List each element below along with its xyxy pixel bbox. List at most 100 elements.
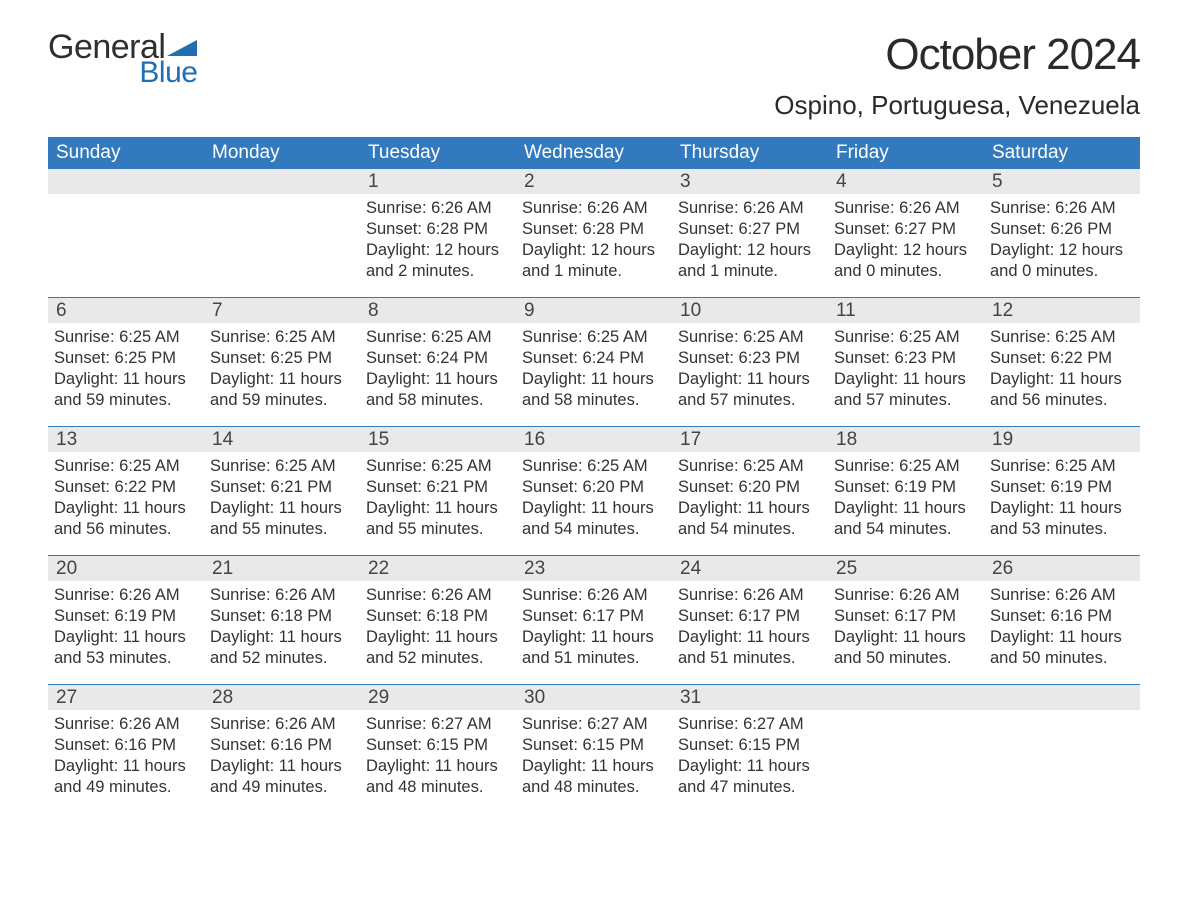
daylight-line-2: and 50 minutes. <box>990 648 1134 669</box>
daylight-line-1: Daylight: 12 hours <box>366 240 510 261</box>
day-number: 28 <box>204 685 360 710</box>
daylight-line-1: Daylight: 12 hours <box>678 240 822 261</box>
day-cell <box>984 685 1140 813</box>
weekday-header-cell: Wednesday <box>516 137 672 169</box>
daylight-line-1: Daylight: 11 hours <box>366 498 510 519</box>
day-details: Sunrise: 6:25 AMSunset: 6:23 PMDaylight:… <box>834 327 978 411</box>
day-number: 4 <box>828 169 984 194</box>
day-cell: 8Sunrise: 6:25 AMSunset: 6:24 PMDaylight… <box>360 298 516 426</box>
sunset-line: Sunset: 6:28 PM <box>366 219 510 240</box>
sunset-line: Sunset: 6:23 PM <box>678 348 822 369</box>
day-details: Sunrise: 6:25 AMSunset: 6:20 PMDaylight:… <box>522 456 666 540</box>
day-cell: 12Sunrise: 6:25 AMSunset: 6:22 PMDayligh… <box>984 298 1140 426</box>
sunrise-line: Sunrise: 6:26 AM <box>210 714 354 735</box>
day-details: Sunrise: 6:27 AMSunset: 6:15 PMDaylight:… <box>522 714 666 798</box>
day-cell <box>204 169 360 297</box>
sunset-line: Sunset: 6:21 PM <box>210 477 354 498</box>
sunset-line: Sunset: 6:28 PM <box>522 219 666 240</box>
day-details: Sunrise: 6:25 AMSunset: 6:20 PMDaylight:… <box>678 456 822 540</box>
sunrise-line: Sunrise: 6:25 AM <box>54 327 198 348</box>
sunset-line: Sunset: 6:19 PM <box>54 606 198 627</box>
sunset-line: Sunset: 6:24 PM <box>366 348 510 369</box>
day-cell: 31Sunrise: 6:27 AMSunset: 6:15 PMDayligh… <box>672 685 828 813</box>
day-number: 7 <box>204 298 360 323</box>
day-cell: 7Sunrise: 6:25 AMSunset: 6:25 PMDaylight… <box>204 298 360 426</box>
day-number: 19 <box>984 427 1140 452</box>
week-row: 20 Sunrise: 6:26 AM Sunset: 6:19 PM Dayligh… <box>48 555 1140 684</box>
day-cell: 29Sunrise: 6:27 AMSunset: 6:15 PMDayligh… <box>360 685 516 813</box>
day-details: Sunrise: 6:26 AMSunset: 6:27 PMDaylight:… <box>834 198 978 282</box>
day-number <box>48 169 204 194</box>
day-cell: 19Sunrise: 6:25 AMSunset: 6:19 PMDayligh… <box>984 427 1140 555</box>
sunrise-line: Sunrise: 6:25 AM <box>522 327 666 348</box>
sunrise-line: Sunrise: 6:25 AM <box>210 456 354 477</box>
sunrise-line: Sunrise: 6:25 AM <box>210 327 354 348</box>
day-number: 27 <box>48 685 204 710</box>
month-title: October 2024 <box>774 30 1140 80</box>
sunrise-line: Sunrise: 6:26 AM <box>366 585 510 606</box>
location-title: Ospino, Portuguesa, Venezuela <box>774 90 1140 121</box>
day-number: 25 <box>828 556 984 581</box>
weekday-header-cell: Friday <box>828 137 984 169</box>
daylight-line-2: and 0 minutes. <box>834 261 978 282</box>
sunset-line: Sunset: 6:25 PM <box>210 348 354 369</box>
daylight-line-2: and 2 minutes. <box>366 261 510 282</box>
calendar: SundayMondayTuesdayWednesdayThursdayFrid… <box>48 137 1140 813</box>
day-number: 14 <box>204 427 360 452</box>
sunset-line: Sunset: 6:15 PM <box>678 735 822 756</box>
day-number: 18 <box>828 427 984 452</box>
daylight-line-1: Daylight: 12 hours <box>834 240 978 261</box>
daylight-line-2: and 56 minutes. <box>990 390 1134 411</box>
daylight-line-1: Daylight: 11 hours <box>366 627 510 648</box>
day-number <box>204 169 360 194</box>
day-details: Sunrise: 6:26 AMSunset: 6:16 PMDaylight:… <box>54 714 198 798</box>
day-number: 6 <box>48 298 204 323</box>
daylight-line-2: and 57 minutes. <box>678 390 822 411</box>
day-cell: 13Sunrise: 6:25 AMSunset: 6:22 PMDayligh… <box>48 427 204 555</box>
daylight-line-2: and 49 minutes. <box>210 777 354 798</box>
daylight-line-2: and 53 minutes. <box>54 648 198 669</box>
day-details: Sunrise: 6:25 AMSunset: 6:24 PMDaylight:… <box>366 327 510 411</box>
sunrise-line: Sunrise: 6:26 AM <box>54 714 198 735</box>
day-details: Sunrise: 6:26 AMSunset: 6:17 PMDaylight:… <box>522 585 666 669</box>
day-cell: 15 Sunrise: 6:25 AMSunset: 6:21 PMDayligh… <box>360 427 516 555</box>
day-cell: 16Sunrise: 6:25 AMSunset: 6:20 PMDayligh… <box>516 427 672 555</box>
daylight-line-1: Daylight: 11 hours <box>54 756 198 777</box>
daylight-line-2: and 51 minutes. <box>678 648 822 669</box>
daylight-line-2: and 49 minutes. <box>54 777 198 798</box>
sunrise-line: Sunrise: 6:26 AM <box>990 585 1134 606</box>
daylight-line-1: Daylight: 12 hours <box>990 240 1134 261</box>
day-cell: 2Sunrise: 6:26 AMSunset: 6:28 PMDaylight… <box>516 169 672 297</box>
day-details: Sunrise: 6:25 AMSunset: 6:22 PMDaylight:… <box>990 327 1134 411</box>
daylight-line-1: Daylight: 11 hours <box>366 369 510 390</box>
day-number: 11 <box>828 298 984 323</box>
day-number: 15 <box>360 427 516 452</box>
day-details: Sunrise: 6:26 AMSunset: 6:28 PMDaylight:… <box>366 198 510 282</box>
day-details: Sunrise: 6:26 AMSunset: 6:17 PMDaylight:… <box>678 585 822 669</box>
day-cell: 1Sunrise: 6:26 AMSunset: 6:28 PMDaylight… <box>360 169 516 297</box>
day-number: 24 <box>672 556 828 581</box>
daylight-line-2: and 47 minutes. <box>678 777 822 798</box>
daylight-line-2: and 48 minutes. <box>366 777 510 798</box>
sunset-line: Sunset: 6:25 PM <box>54 348 198 369</box>
daylight-line-2: and 50 minutes. <box>834 648 978 669</box>
day-cell: 18 Sunrise: 6:25 AMSunset: 6:19 PMDayligh… <box>828 427 984 555</box>
sunrise-line: Sunrise: 6:25 AM <box>366 327 510 348</box>
day-cell <box>828 685 984 813</box>
day-number: 31 <box>672 685 828 710</box>
daylight-line-2: and 54 minutes. <box>522 519 666 540</box>
day-cell: 22Sunrise: 6:26 AMSunset: 6:18 PMDayligh… <box>360 556 516 684</box>
day-number: 20 <box>48 556 204 581</box>
weekday-header-row: SundayMondayTuesdayWednesdayThursdayFrid… <box>48 137 1140 169</box>
daylight-line-1: Daylight: 11 hours <box>522 627 666 648</box>
daylight-line-2: and 55 minutes. <box>210 519 354 540</box>
sunset-line: Sunset: 6:15 PM <box>522 735 666 756</box>
week-row: 27 Sunrise: 6:26 AMSunset: 6:16 PMDayligh… <box>48 684 1140 813</box>
weekday-header-cell: Monday <box>204 137 360 169</box>
daylight-line-2: and 58 minutes. <box>366 390 510 411</box>
sunrise-line: Sunrise: 6:25 AM <box>834 456 978 477</box>
daylight-line-2: and 0 minutes. <box>990 261 1134 282</box>
day-details: Sunrise: 6:25 AMSunset: 6:19 PMDaylight:… <box>834 456 978 540</box>
sunrise-line: Sunrise: 6:26 AM <box>522 198 666 219</box>
day-details: Sunrise: 6:25 AMSunset: 6:21 PMDaylight:… <box>366 456 510 540</box>
